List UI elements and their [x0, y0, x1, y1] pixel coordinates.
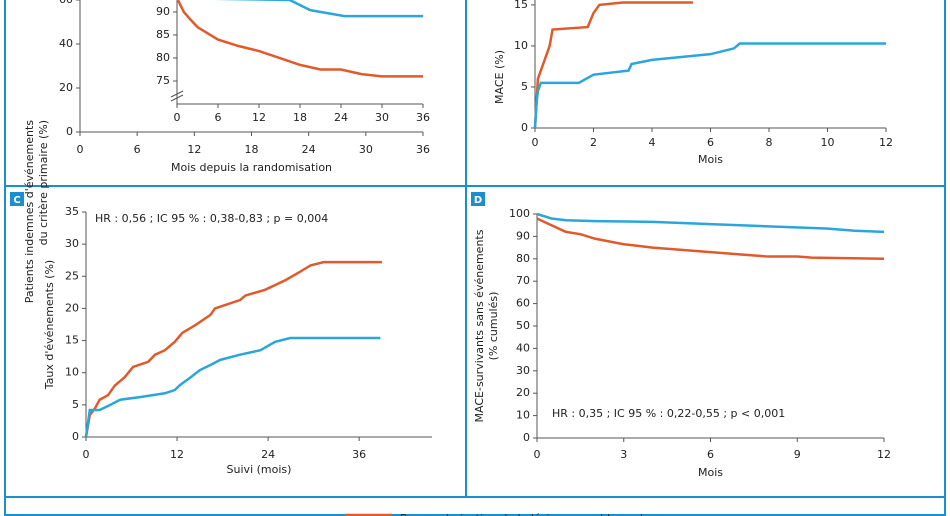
y-tick-label: 30 — [65, 237, 79, 250]
series-line — [536, 217, 885, 261]
x-tick-label: 6 — [134, 143, 141, 156]
x-tick-label: 0 — [532, 136, 539, 149]
x-tick-label: 36 — [352, 448, 366, 461]
y-tick-label: 90 — [516, 229, 530, 242]
x-axis-label: Mois depuis la randomisation — [171, 161, 332, 174]
x-tick-label: 4 — [649, 136, 656, 149]
y-tick-label: 80 — [516, 252, 530, 265]
y-axis-label: MACE-survivants sans événements — [473, 229, 486, 422]
y-tick-label: 40 — [516, 341, 530, 354]
x-axis-label: Suivi (mois) — [227, 463, 292, 476]
series-line — [84, 260, 382, 438]
x-tick-label: 0 — [83, 448, 90, 461]
series-line — [536, 212, 885, 234]
y-tick-label: 0 — [66, 125, 73, 138]
x-tick-label: 2 — [590, 136, 597, 149]
panel-badge — [471, 192, 485, 206]
legend-label: Revascularisation de la lésion coupable … — [400, 512, 650, 516]
x-tick-label: 36 — [416, 143, 430, 156]
y-axis-label: Taux d'événements (%) — [43, 260, 56, 390]
y-tick-label: 90 — [156, 5, 170, 18]
y-tick-label: 0 — [521, 121, 528, 134]
y-tick-label: 10 — [516, 409, 530, 422]
panel-label: D — [474, 195, 482, 206]
y-tick-label: 60 — [59, 0, 73, 6]
y-tick-label: 100 — [509, 207, 530, 220]
y-axis-label: (% cumulés) — [487, 292, 500, 361]
x-tick-label: 9 — [794, 448, 801, 461]
series-line — [533, 1, 693, 129]
annotation: HR : 0,35 ; IC 95 % : 0,22-0,55 ; p < 0,… — [552, 407, 785, 420]
y-tick-label: 0 — [523, 431, 530, 444]
x-tick-label: 6 — [215, 111, 222, 124]
y-tick-label: 25 — [65, 269, 79, 282]
x-tick-label: 24 — [302, 143, 316, 156]
x-tick-label: 12 — [252, 111, 266, 124]
x-tick-label: 12 — [879, 136, 893, 149]
y-tick-label: 40 — [59, 37, 73, 50]
annotation: HR : 0,56 ; IC 95 % : 0,38-0,83 ; p = 0,… — [95, 212, 328, 225]
y-tick-label: 15 — [514, 0, 528, 11]
x-tick-label: 30 — [359, 143, 373, 156]
y-tick-label: 0 — [72, 430, 79, 443]
y-tick-label: 5 — [72, 398, 79, 411]
y-tick-label: 85 — [156, 28, 170, 41]
x-tick-label: 6 — [707, 448, 714, 461]
series-line — [213, 0, 423, 18]
x-tick-label: 8 — [766, 136, 773, 149]
y-tick-label: 5 — [521, 80, 528, 93]
y-tick-label: 70 — [516, 274, 530, 287]
x-tick-label: 10 — [821, 136, 835, 149]
outer-frame — [4, 0, 946, 516]
x-tick-label: 18 — [293, 111, 307, 124]
x-tick-label: 24 — [334, 111, 348, 124]
x-tick-label: 3 — [620, 448, 627, 461]
x-axis-label: Mois — [698, 153, 723, 166]
x-tick-label: 12 — [187, 143, 201, 156]
y-axis-label: Patients indemnes d'événements — [23, 120, 36, 304]
x-tick-label: 0 — [77, 143, 84, 156]
y-tick-label: 10 — [514, 39, 528, 52]
x-tick-label: 12 — [170, 448, 184, 461]
y-tick-label: 10 — [65, 366, 79, 379]
x-tick-label: 12 — [877, 448, 891, 461]
y-axis-label: MACE (%) — [493, 50, 506, 104]
y-tick-label: 80 — [156, 51, 170, 64]
series-line — [84, 336, 381, 438]
x-axis-label: Mois — [698, 466, 723, 479]
series-line — [176, 0, 423, 78]
x-tick-label: 30 — [375, 111, 389, 124]
panel-badge — [10, 192, 24, 206]
panel-label: C — [13, 195, 20, 206]
x-tick-label: 0 — [534, 448, 541, 461]
series-line — [533, 42, 886, 129]
y-tick-label: 30 — [516, 364, 530, 377]
y-axis-label: du critère primaire (%) — [37, 120, 50, 245]
x-tick-label: 18 — [245, 143, 259, 156]
y-tick-label: 15 — [65, 334, 79, 347]
y-tick-label: 20 — [516, 386, 530, 399]
y-tick-label: 50 — [516, 319, 530, 332]
y-tick-label: 75 — [156, 74, 170, 87]
x-tick-label: 24 — [261, 448, 275, 461]
x-tick-label: 6 — [707, 136, 714, 149]
y-tick-label: 60 — [516, 297, 530, 310]
y-tick-label: 35 — [65, 205, 79, 218]
y-tick-label: 20 — [65, 301, 79, 314]
y-tick-label: 20 — [59, 81, 73, 94]
x-tick-label: 0 — [174, 111, 181, 124]
x-tick-label: 36 — [416, 111, 430, 124]
